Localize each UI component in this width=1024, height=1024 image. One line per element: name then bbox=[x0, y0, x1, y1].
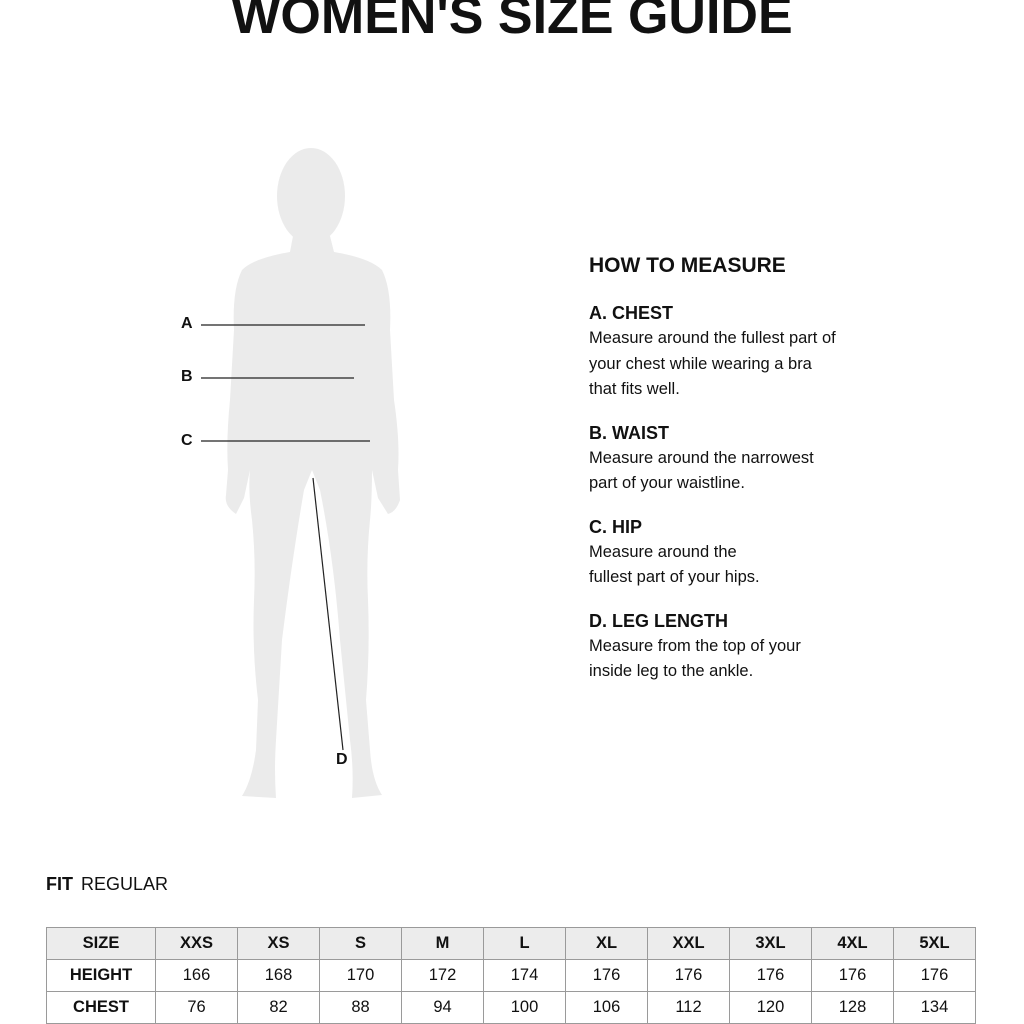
fit-label: FIT bbox=[46, 874, 73, 894]
marker-b: B bbox=[181, 368, 193, 385]
how-to-measure-heading: HOW TO MEASURE bbox=[589, 254, 786, 277]
section-leg-length: D. LEG LENGTH Measure from the top of yo… bbox=[589, 611, 889, 685]
section-text: Measure around the narrowest part of you… bbox=[589, 448, 814, 493]
table-cell: 176 bbox=[729, 959, 812, 992]
table-header-cell: 4XL bbox=[811, 927, 894, 960]
table-header-cell: M bbox=[401, 927, 484, 960]
section-title: A. CHEST bbox=[589, 303, 674, 323]
table-cell: 82 bbox=[237, 991, 320, 1024]
table-cell: 120 bbox=[729, 991, 812, 1024]
marker-a: A bbox=[181, 315, 193, 332]
table-header-cell: XXS bbox=[155, 927, 238, 960]
table-header-cell: L bbox=[483, 927, 566, 960]
table-cell: 170 bbox=[319, 959, 402, 992]
table-row: CHEST 76 82 88 94 100 106 112 120 128 134 bbox=[46, 991, 976, 1024]
section-text: Measure from the top of your inside leg … bbox=[589, 636, 801, 681]
table-cell: 176 bbox=[647, 959, 730, 992]
table-header-cell: 3XL bbox=[729, 927, 812, 960]
section-title: B. WAIST bbox=[589, 422, 669, 443]
table-header-cell: XL bbox=[565, 927, 648, 960]
section-text: Measure around the fullest part of your … bbox=[589, 542, 760, 587]
table-cell: 76 bbox=[155, 991, 238, 1024]
table-cell: 176 bbox=[565, 959, 648, 992]
section-title: C. HIP bbox=[589, 516, 643, 537]
table-cell: 176 bbox=[811, 959, 894, 992]
table-cell: 176 bbox=[893, 959, 976, 992]
table-cell: 134 bbox=[893, 991, 976, 1024]
table-cell: 112 bbox=[647, 991, 730, 1024]
table-cell: 128 bbox=[811, 991, 894, 1024]
table-header-cell: S bbox=[319, 927, 402, 960]
row-label: CHEST bbox=[46, 991, 156, 1024]
table-cell: 106 bbox=[565, 991, 648, 1024]
page-title: WOMEN'S SIZE GUIDE bbox=[231, 0, 793, 45]
marker-c: C bbox=[181, 432, 193, 449]
section-hip: C. HIP Measure around the fullest part o… bbox=[589, 517, 889, 591]
table-header-cell: 5XL bbox=[893, 927, 976, 960]
table-cell: 94 bbox=[401, 991, 484, 1024]
table-cell: 172 bbox=[401, 959, 484, 992]
table-row: HEIGHT 166 168 170 172 174 176 176 176 176 176 bbox=[46, 959, 976, 992]
table-header-cell: XXL bbox=[647, 927, 730, 960]
marker-d: D bbox=[336, 751, 348, 768]
table-cell: 100 bbox=[483, 991, 566, 1024]
table-cell: 166 bbox=[155, 959, 238, 992]
table-header-cell: SIZE bbox=[46, 927, 156, 960]
row-label: HEIGHT bbox=[46, 959, 156, 992]
section-waist: B. WAIST Measure around the narrowest pa… bbox=[589, 423, 889, 497]
table-cell: 168 bbox=[237, 959, 320, 992]
section-text: Measure around the fullest part of your … bbox=[589, 329, 836, 398]
section-chest: A. CHEST Measure around the fullest part… bbox=[589, 303, 889, 403]
table-cell: 88 bbox=[319, 991, 402, 1024]
table-header-cell: XS bbox=[237, 927, 320, 960]
fit-info: FIT REGULAR bbox=[46, 874, 168, 895]
section-title: D. LEG LENGTH bbox=[589, 610, 728, 631]
how-to-measure: HOW TO MEASURE A. CHEST Measure around t… bbox=[589, 254, 889, 705]
table-header-row: SIZE XXS XS S M L XL XXL 3XL 4XL 5XL bbox=[46, 927, 976, 960]
table-cell: 174 bbox=[483, 959, 566, 992]
fit-value: REGULAR bbox=[81, 874, 169, 894]
size-table: SIZE XXS XS S M L XL XXL 3XL 4XL 5XL HEIGHT 166 168 17… bbox=[46, 927, 976, 1024]
